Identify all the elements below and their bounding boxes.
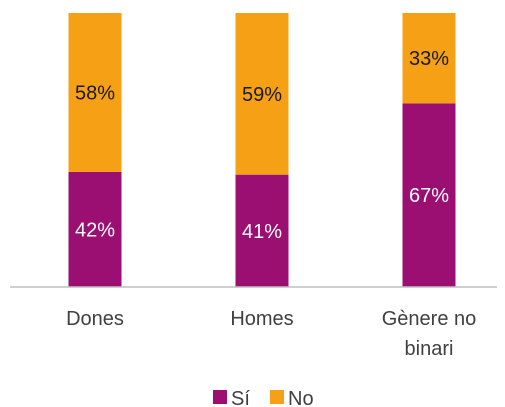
legend-label-si: Sí — [231, 388, 250, 407]
data-label-si-0: 42% — [75, 219, 115, 241]
data-label-si-1: 41% — [242, 221, 282, 243]
data-label-no-2: 33% — [409, 48, 449, 70]
legend-swatch-si — [213, 390, 227, 404]
bar-si-2 — [402, 103, 456, 287]
category-label-2-line-1: binari — [405, 338, 454, 360]
bar-si-1 — [235, 174, 289, 287]
bar-no-0 — [68, 13, 122, 172]
data-label-si-2: 67% — [409, 185, 449, 207]
category-label-0-line-0: Dones — [66, 308, 124, 330]
bar-no-2 — [402, 13, 456, 104]
legend-label-no: No — [288, 388, 314, 407]
legend-swatch-no — [270, 390, 284, 404]
bars-layer: 42% 58% 41% 59% 67% 33% — [68, 13, 456, 287]
category-label-2-line-0: Gènere no — [382, 308, 477, 330]
data-label-no-0: 58% — [75, 82, 115, 104]
bar-no-1 — [235, 13, 289, 175]
category-label-1-line-0: Homes — [230, 308, 293, 330]
data-label-no-1: 59% — [242, 84, 282, 106]
category-labels: Dones Homes Gènere no binari — [66, 308, 476, 360]
bar-si-0 — [68, 171, 122, 287]
legend: Sí No — [213, 388, 314, 407]
